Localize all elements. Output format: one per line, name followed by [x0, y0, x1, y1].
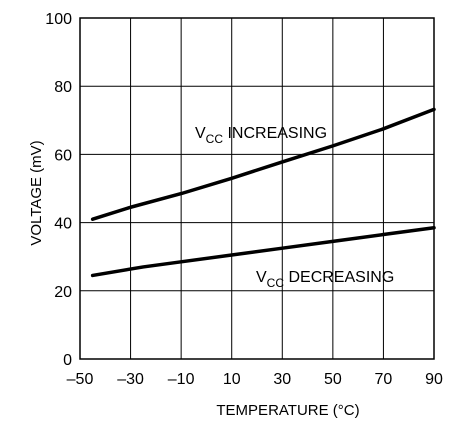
- y-tick-labels: 0 20 40 60 80 100: [45, 11, 72, 369]
- y-tick-label: 80: [54, 79, 72, 96]
- x-tick-label: 50: [324, 371, 342, 388]
- x-tick-label: 30: [273, 371, 291, 388]
- x-tick-label: –30: [117, 371, 144, 388]
- y-tick-label: 60: [54, 147, 72, 164]
- series-lines: [90, 107, 436, 278]
- series-label-main: V: [195, 125, 206, 142]
- series-label-sub: CC: [206, 132, 224, 146]
- x-axis-title: TEMPERATURE (°C): [216, 402, 359, 419]
- y-tick-label: 20: [54, 284, 72, 301]
- series-label-rest: INCREASING: [223, 125, 327, 142]
- y-tick-label: 0: [63, 352, 72, 369]
- series-label-vcc-increasing: VCC INCREASING: [195, 125, 327, 146]
- y-tick-label: 100: [45, 11, 72, 28]
- x-tick-label: 10: [223, 371, 241, 388]
- plot-frame: [79, 17, 435, 360]
- grid: [80, 18, 434, 359]
- series-label-main: V: [256, 269, 267, 286]
- x-tick-labels: –50 –30 –10 10 30 50 70 90: [67, 371, 443, 388]
- x-tick-label: 90: [425, 371, 443, 388]
- x-tick-label: –10: [168, 371, 195, 388]
- series-line-vcc-increasing: [90, 107, 436, 221]
- series-label-rest: DECREASING: [284, 269, 394, 286]
- x-tick-label: 70: [375, 371, 393, 388]
- y-tick-label: 40: [54, 216, 72, 233]
- series-label-sub: CC: [267, 276, 285, 290]
- x-tick-label: –50: [67, 371, 94, 388]
- series-label-vcc-decreasing: VCC DECREASING: [256, 269, 394, 290]
- y-axis-title: VOLTAGE (mV): [28, 140, 45, 245]
- series-line-vcc-decreasing: [90, 225, 436, 278]
